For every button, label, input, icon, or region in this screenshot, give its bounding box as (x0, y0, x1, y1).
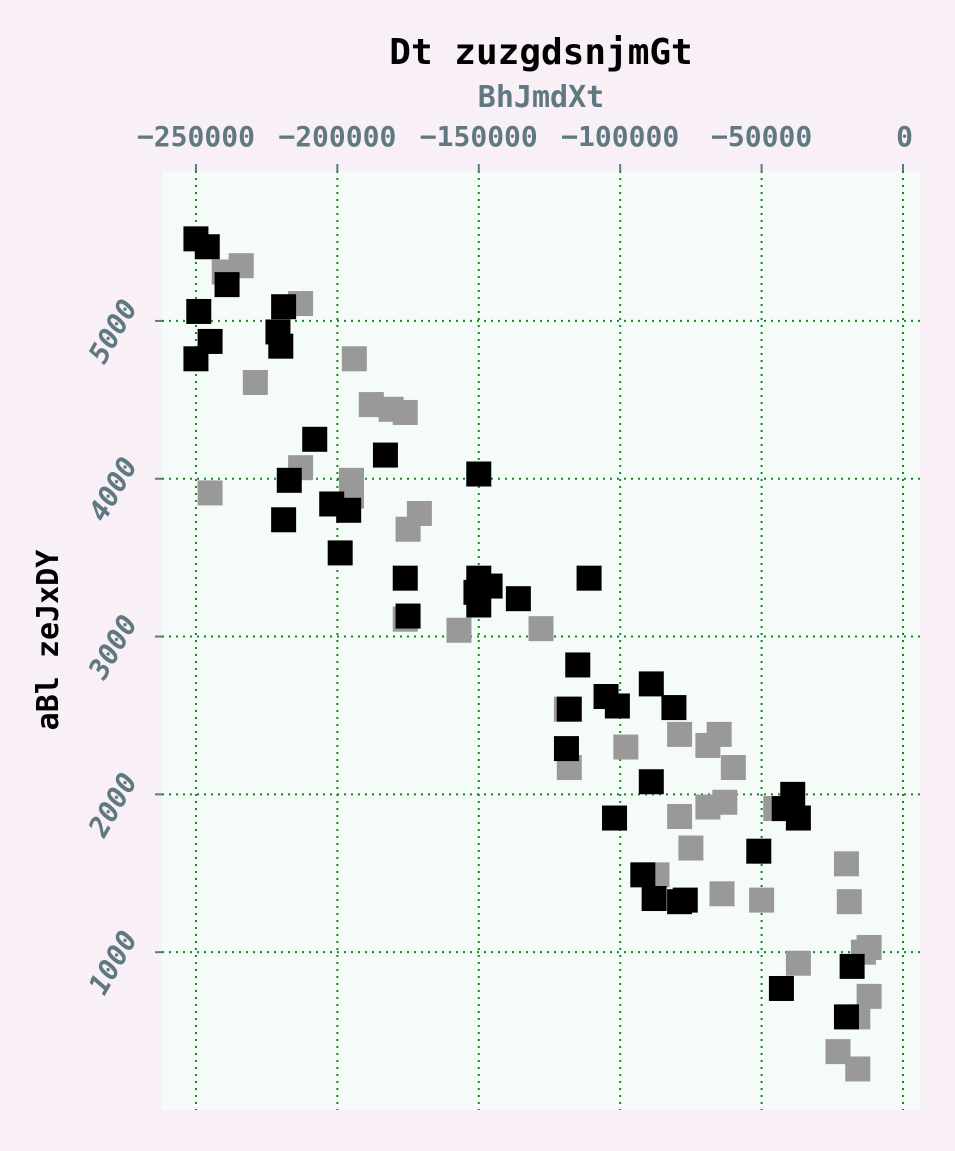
data-point (845, 1056, 871, 1082)
data-point (242, 369, 268, 395)
data-point (327, 540, 353, 566)
data-point (641, 886, 667, 912)
data-point (638, 769, 664, 795)
data-point (785, 805, 811, 831)
data-point (466, 592, 492, 618)
data-point (768, 975, 794, 1001)
x-axis-ticks: −250000 −200000 −150000 −100000 −50000 0 (137, 120, 913, 171)
data-point (302, 426, 328, 452)
data-point (576, 565, 602, 591)
data-point (186, 298, 212, 324)
x-tick-label: −50000 (711, 120, 812, 153)
data-point (678, 835, 704, 861)
data-point (395, 603, 421, 629)
data-point (194, 234, 220, 260)
data-point (720, 755, 746, 781)
data-point (197, 480, 223, 506)
data-point (446, 617, 472, 643)
data-point (839, 953, 865, 979)
data-point (706, 721, 732, 747)
data-point (667, 721, 693, 747)
x-tick-label: −100000 (561, 120, 679, 153)
data-point (661, 695, 687, 721)
x-axis-label: BhJmdXt (478, 80, 604, 115)
series-black (183, 226, 865, 1030)
data-point (746, 838, 772, 864)
y-axis-label: aBl zeJxDY (31, 550, 66, 731)
data-point (672, 887, 698, 913)
data-point (613, 734, 639, 760)
data-point (565, 652, 591, 678)
data-point (406, 500, 432, 526)
data-point (604, 693, 630, 719)
chart-title: Dt zuzgdsnjmGt (389, 32, 692, 73)
data-point (392, 399, 418, 425)
data-point (276, 467, 302, 493)
data-point (336, 497, 362, 523)
data-point (712, 789, 738, 815)
data-point (466, 461, 492, 487)
data-point (630, 862, 656, 888)
data-point (709, 881, 735, 907)
data-point (271, 507, 297, 533)
x-tick-label: −250000 (137, 120, 255, 153)
data-point (214, 272, 240, 298)
data-point (528, 616, 554, 642)
data-point (183, 346, 209, 372)
data-point (392, 565, 418, 591)
x-tick-label: −200000 (278, 120, 396, 153)
x-tick-label: −150000 (420, 120, 538, 153)
data-point (833, 1004, 859, 1030)
data-point (836, 889, 862, 915)
data-point (553, 736, 579, 762)
data-point (638, 671, 664, 697)
data-point (341, 346, 367, 372)
data-point (602, 805, 628, 831)
x-tick-label: 0 (896, 120, 913, 153)
data-point (785, 950, 811, 976)
data-point (372, 442, 398, 468)
data-point (667, 803, 693, 829)
data-point (749, 887, 775, 913)
data-point (505, 586, 531, 612)
data-point (833, 851, 859, 877)
data-point (271, 294, 297, 320)
data-point (556, 696, 582, 722)
data-point (268, 333, 294, 359)
